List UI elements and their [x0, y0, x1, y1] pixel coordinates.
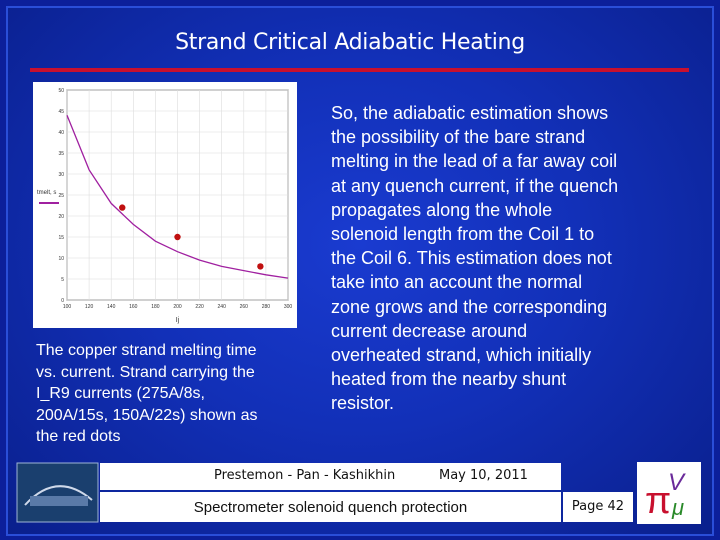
- x-tick-label: 280: [262, 304, 271, 310]
- data-line: [66, 114, 289, 279]
- footer-meta: Prestemon - Pan - Kashikhin May 10, 2011: [100, 463, 561, 490]
- data-point: [119, 204, 126, 211]
- y-tick-label: 45: [58, 109, 64, 115]
- body-line: propagates along the whole: [331, 199, 553, 220]
- y-axis-label: tmelt, s: [37, 190, 56, 196]
- y-tick-label: 35: [58, 151, 64, 157]
- mice-logo-v: V: [668, 469, 686, 496]
- slide-title: Strand Critical Adiabatic Heating: [175, 30, 525, 55]
- chart-caption: The copper strand melting time vs. curren…: [36, 340, 296, 448]
- y-tick-label: 20: [58, 214, 64, 220]
- body-line: So, the adiabatic estimation shows: [331, 103, 609, 123]
- y-tick-label: 25: [58, 193, 64, 199]
- mice-logo: [637, 462, 701, 524]
- body-line: zone grows and the corresponding: [331, 296, 608, 317]
- title-rule: [30, 68, 689, 72]
- x-tick-label: 220: [195, 304, 204, 310]
- lab-logo: [16, 462, 99, 523]
- caption-line: the red dots: [36, 428, 121, 445]
- y-tick-label: 15: [58, 235, 64, 241]
- y-tick-label: 30: [58, 172, 64, 178]
- y-tick-label: 5: [61, 277, 64, 283]
- chart: 0 5 10 15 20 25 30 35 40 45 50 100 120 140 160 180 200 22…: [37, 88, 293, 324]
- y-tick-label: 0: [61, 298, 64, 304]
- body-line: resistor.: [331, 393, 395, 414]
- footer-authors: Prestemon - Pan - Kashikhin: [214, 468, 396, 483]
- x-tick-label: 240: [218, 304, 227, 310]
- body-line: take into an account the normal: [331, 272, 583, 293]
- x-tick-label: 160: [129, 304, 138, 310]
- body-line: at any quench current, if the quench: [331, 175, 619, 196]
- footer-date: May 10, 2011: [439, 468, 528, 483]
- mice-logo-mu: μ: [671, 495, 684, 520]
- x-tick-label: 100: [63, 304, 72, 310]
- lab-logo-building: [30, 496, 88, 506]
- body-line: overheated strand, which initially: [331, 345, 592, 366]
- caption-line: The copper strand melting time: [36, 342, 257, 359]
- mice-logo-pi: π: [645, 480, 671, 522]
- x-tick-label: 260: [240, 304, 249, 310]
- x-tick-label: 300: [284, 304, 293, 310]
- footer-title-box: Spectrometer solenoid quench protection: [100, 492, 561, 522]
- x-axis-label: Ij: [176, 317, 180, 324]
- x-tick-label: 200: [173, 304, 182, 310]
- y-tick-label: 50: [58, 88, 64, 94]
- y-tick-label: 10: [58, 256, 64, 262]
- caption-line: I_R9 currents (275A/8s,: [36, 385, 205, 402]
- body-text: So, the adiabatic estimation shows the po…: [331, 101, 671, 416]
- caption-line: 200A/15s, 150A/22s) shown as: [36, 406, 258, 424]
- body-line: current decrease around: [331, 320, 528, 341]
- chart-image: 0 5 10 15 20 25 30 35 40 45 50 100 120 140 160 180 200 22…: [33, 82, 297, 328]
- x-tick-label: 180: [151, 304, 160, 310]
- body-line: solenoid length from the Coil 1 to: [331, 224, 595, 245]
- footer-page: Page 42: [571, 499, 625, 514]
- body-line: heated from the nearby shunt: [331, 369, 567, 390]
- body-line: the possibility of the bare strand: [331, 127, 586, 148]
- x-tick-label: 140: [107, 304, 116, 310]
- data-point: [257, 263, 264, 270]
- footer-title: Spectrometer solenoid quench protection: [193, 499, 468, 516]
- footer-page-box: Page 42: [563, 492, 633, 522]
- body-line: melting in the lead of a far away coil: [331, 151, 618, 172]
- caption-line: vs. current. Strand carrying the: [36, 363, 255, 381]
- y-tick-label: 40: [58, 130, 64, 136]
- data-point: [174, 233, 181, 241]
- body-line: the Coil 6. This estimation does not: [331, 248, 612, 269]
- x-tick-label: 120: [85, 304, 94, 310]
